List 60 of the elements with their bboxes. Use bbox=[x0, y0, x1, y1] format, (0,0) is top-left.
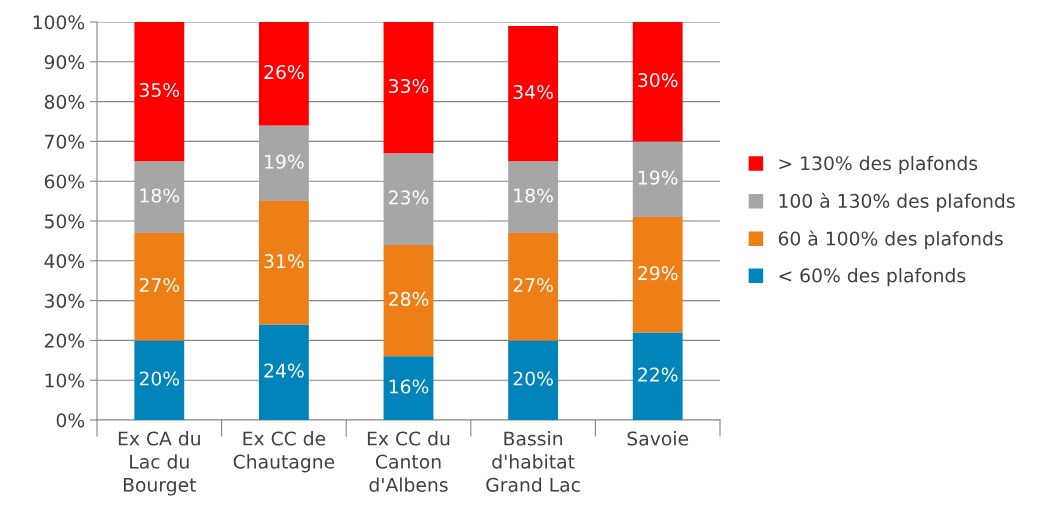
bar bbox=[134, 161, 185, 233]
bar bbox=[134, 22, 185, 162]
text: 26% bbox=[264, 65, 304, 80]
text: 30% bbox=[638, 72, 678, 88]
bar bbox=[383, 244, 434, 357]
y-tick-label: 90% bbox=[44, 55, 85, 70]
bar bbox=[508, 232, 559, 341]
legend-label: < 60% des plafonds bbox=[779, 268, 966, 287]
text: 24% bbox=[264, 363, 304, 378]
text: 31% bbox=[264, 254, 304, 269]
x-tick-label: Ex CA du Lac du Bourget bbox=[118, 431, 200, 496]
y-tick-label: 60% bbox=[44, 174, 85, 189]
bar bbox=[383, 356, 434, 420]
x-tick-label: Bassin d'habitat Grand Lac bbox=[486, 431, 580, 492]
y-tick-label: 100% bbox=[33, 15, 85, 30]
x-tick-label: Ex CC de Chautagne bbox=[233, 431, 335, 473]
bar bbox=[508, 340, 559, 420]
bar bbox=[258, 201, 309, 325]
text: 18% bbox=[140, 188, 180, 203]
x-tick-label: Savoie bbox=[627, 431, 689, 446]
text: 16% bbox=[389, 379, 429, 394]
legend-label: 60 à 100% des plafonds bbox=[778, 230, 1003, 250]
text: 33% bbox=[389, 78, 429, 94]
text: 20% bbox=[513, 371, 553, 386]
text: 23% bbox=[389, 190, 429, 205]
text: 27% bbox=[139, 277, 180, 293]
y-tick-label: 50% bbox=[44, 214, 85, 229]
text: 18% bbox=[514, 188, 553, 203]
bar bbox=[508, 25, 559, 162]
bar bbox=[258, 125, 309, 202]
text: 19% bbox=[265, 154, 304, 169]
y-tick-label: 70% bbox=[45, 134, 85, 149]
text: 20% bbox=[139, 371, 180, 386]
text: 29% bbox=[638, 265, 678, 281]
bar bbox=[134, 232, 185, 341]
bar bbox=[258, 324, 309, 420]
y-tick-label: 30% bbox=[44, 293, 85, 308]
bar bbox=[632, 332, 683, 420]
y-tick-label: 20% bbox=[44, 333, 85, 348]
text: 35% bbox=[139, 82, 180, 98]
bar bbox=[258, 22, 309, 126]
bar bbox=[383, 22, 434, 154]
bar bbox=[508, 161, 559, 233]
text: 28% bbox=[389, 291, 429, 307]
bar bbox=[632, 22, 683, 142]
text: 22% bbox=[638, 367, 678, 382]
legend-label: > 130% des plafonds bbox=[779, 155, 978, 174]
y-tick-label: 10% bbox=[45, 373, 85, 388]
text: 19% bbox=[638, 170, 678, 185]
legend-label: 100 à 130% des plafonds bbox=[779, 192, 1015, 212]
bar bbox=[383, 153, 434, 245]
bar bbox=[632, 141, 683, 218]
y-tick-label: 0% bbox=[56, 413, 85, 428]
x-tick-label: Ex CC du Canton d'Albens bbox=[367, 431, 450, 492]
text: 27% bbox=[513, 277, 553, 293]
bar bbox=[134, 340, 185, 420]
text: 34% bbox=[513, 84, 553, 100]
y-tick-label: 80% bbox=[44, 94, 85, 109]
y-tick-label: 40% bbox=[44, 254, 85, 269]
bar bbox=[632, 217, 683, 333]
